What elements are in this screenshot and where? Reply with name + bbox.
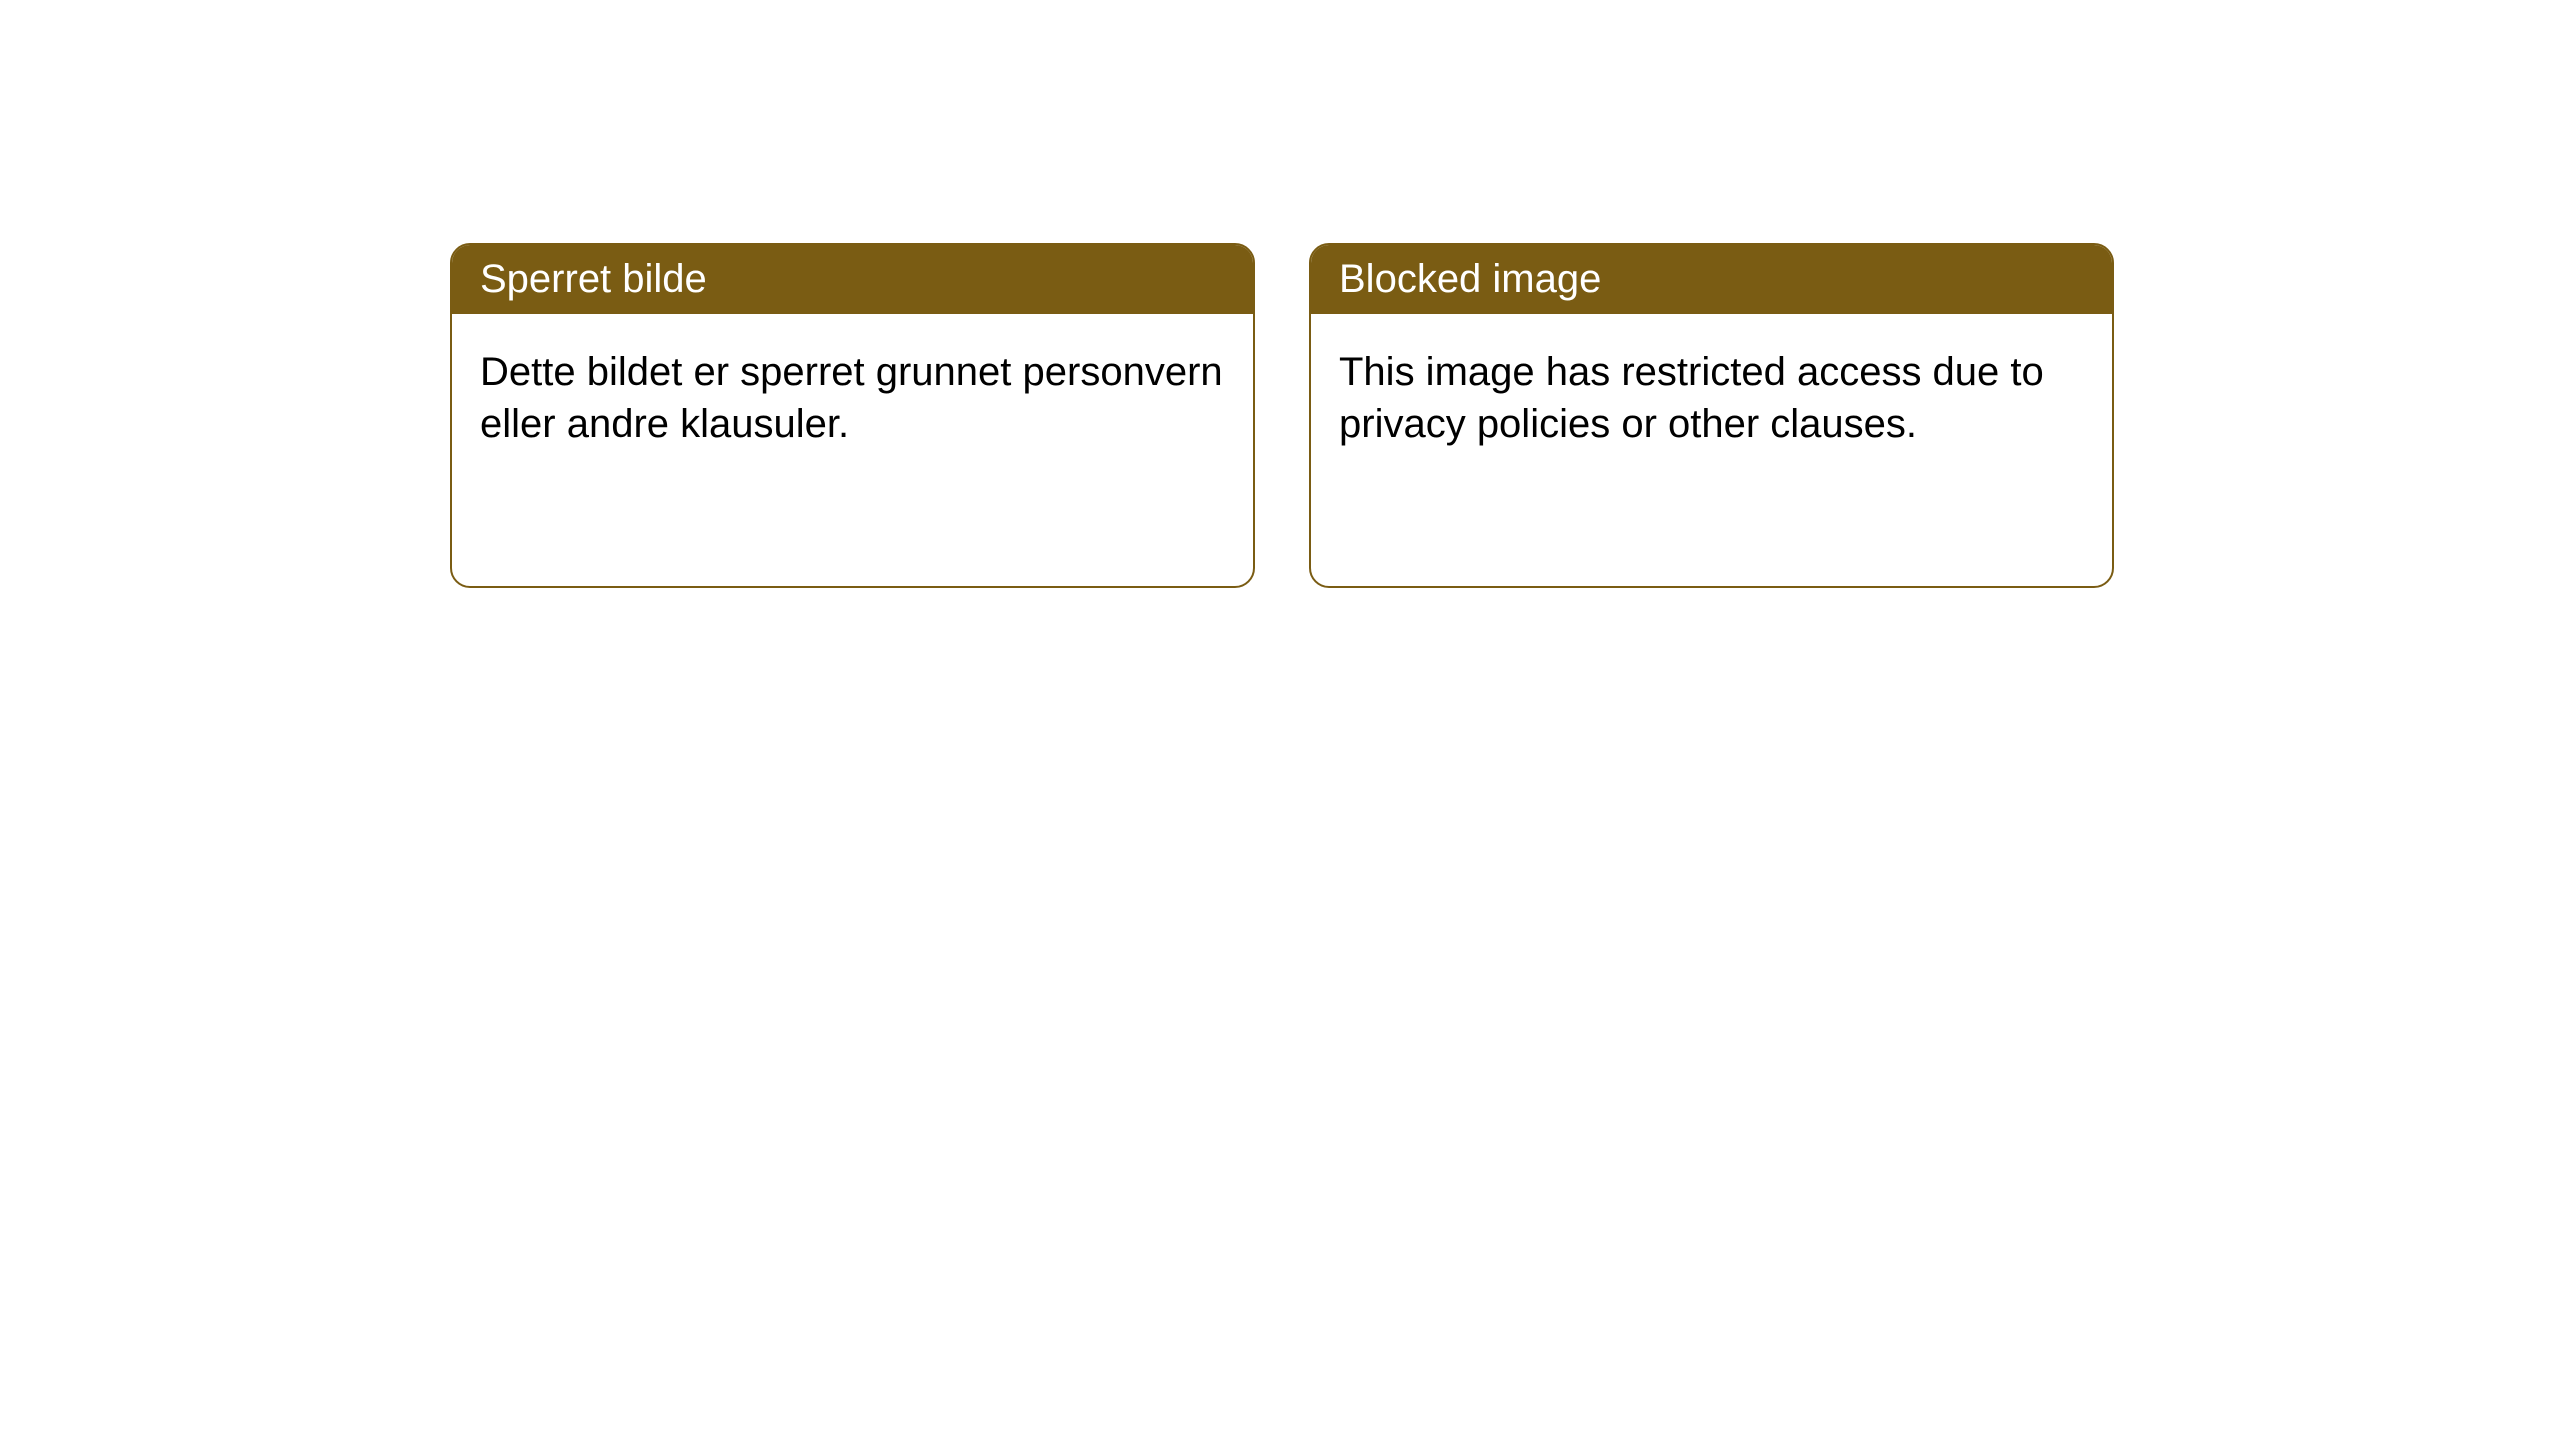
notice-body-english: This image has restricted access due to … [1311,314,2112,482]
notice-body-norwegian: Dette bildet er sperret grunnet personve… [452,314,1253,482]
notice-card-english: Blocked image This image has restricted … [1309,243,2114,588]
notice-card-norwegian: Sperret bilde Dette bildet er sperret gr… [450,243,1255,588]
notice-header-norwegian: Sperret bilde [452,245,1253,314]
notice-cards-container: Sperret bilde Dette bildet er sperret gr… [450,243,2114,588]
notice-header-english: Blocked image [1311,245,2112,314]
